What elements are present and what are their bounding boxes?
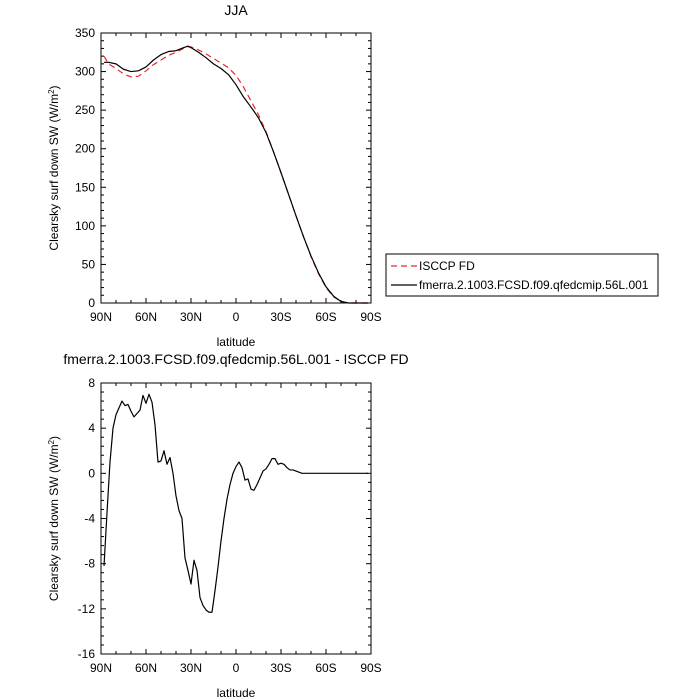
legend-box	[385, 253, 659, 297]
y-tick-label: 8	[88, 376, 95, 390]
series-line-0	[103, 393, 368, 613]
y-axis-label-end: )	[47, 436, 61, 440]
x-tick-label: 30N	[180, 310, 202, 324]
series-line-1	[104, 45, 368, 304]
x-tick-label: 60S	[315, 310, 336, 324]
x-tick-label: 60N	[135, 661, 157, 675]
x-tick-label: 90N	[90, 661, 112, 675]
y-tick-label: 300	[75, 65, 95, 79]
x-tick-label: 90S	[360, 661, 381, 675]
y-axis-label-end: )	[47, 85, 61, 89]
x-axis-label: latitude	[217, 335, 256, 349]
y-tick-label: 200	[75, 142, 95, 156]
y-tick-label: 0	[88, 466, 95, 480]
x-tick-label: 0	[233, 310, 240, 324]
x-axis-label: latitude	[217, 686, 256, 700]
plot-frame	[100, 32, 372, 304]
plot-frame	[100, 382, 372, 655]
y-tick-label: 4	[88, 421, 95, 435]
y-tick-label: 150	[75, 180, 95, 194]
y-tick-label: 250	[75, 103, 95, 117]
y-tick-label: -4	[84, 512, 95, 526]
y-axis-label-sup: 2	[47, 89, 56, 94]
y-axis-label: Clearsky surf down SW (W/m2)	[47, 436, 62, 601]
x-tick-label: 90S	[360, 310, 381, 324]
x-tick-label: 60S	[315, 661, 336, 675]
chart-title: JJA	[224, 2, 248, 18]
x-tick-label: 30S	[270, 661, 291, 675]
x-tick-label: 90N	[90, 310, 112, 324]
x-tick-label: 30N	[180, 661, 202, 675]
y-axis-label-sup: 2	[47, 439, 56, 444]
legend-label-1: fmerra.2.1003.FCSD.f09.qfedcmip.56L.001	[419, 278, 649, 292]
y-tick-label: -8	[84, 557, 95, 571]
x-tick-label: 30S	[270, 310, 291, 324]
y-tick-label: -16	[78, 647, 96, 661]
x-tick-label: 60N	[135, 310, 157, 324]
bottom-panel: fmerra.2.1003.FCSD.f09.qfedcmip.56L.001 …	[47, 351, 409, 700]
y-tick-label: 0	[88, 296, 95, 310]
y-tick-label: 50	[82, 257, 96, 271]
x-tick-label: 0	[233, 661, 240, 675]
y-tick-label: 350	[75, 26, 95, 40]
legend-label-0: ISCCP FD	[419, 259, 475, 273]
y-axis-label: Clearsky surf down SW (W/m2)	[47, 85, 62, 250]
y-tick-label: 100	[75, 219, 95, 233]
y-tick-label: -12	[78, 602, 96, 616]
y-axis-label-main: Clearsky surf down SW (W/m	[47, 94, 61, 251]
chart-title: fmerra.2.1003.FCSD.f09.qfedcmip.56L.001 …	[63, 351, 408, 367]
top-panel: JJA 90N 60N 30N 0 30S 60S 90S 0 50 100 150 200 250 300…	[47, 2, 659, 349]
y-axis-label-main: Clearsky surf down SW (W/m	[47, 444, 61, 601]
